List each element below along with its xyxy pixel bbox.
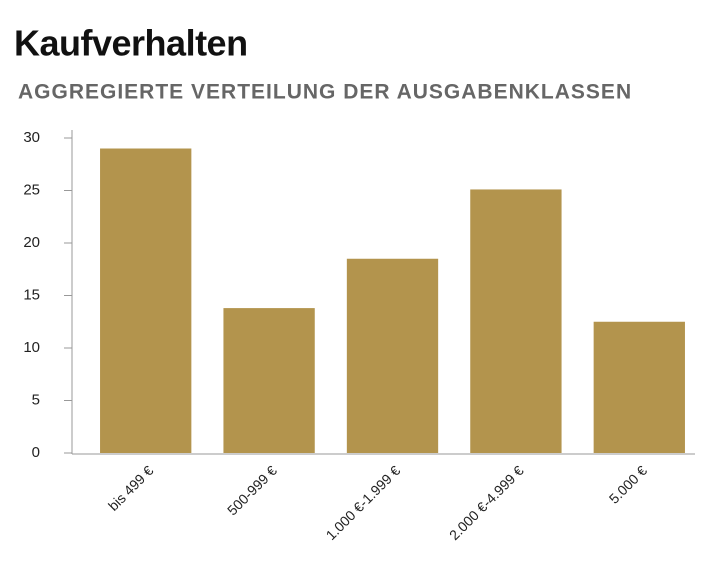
x-tick-label: 2.000 €-4.999 € xyxy=(446,462,527,543)
bar xyxy=(223,308,315,453)
x-tick-label: 5.000 € xyxy=(606,462,650,506)
y-tick-label: 25 xyxy=(23,181,40,198)
x-tick-label: 1.000 €-1.999 € xyxy=(323,462,404,543)
chart-subtitle: AGGREGIERTE VERTEILUNG DER AUSGABENKLASS… xyxy=(18,81,632,104)
bar xyxy=(100,148,192,453)
y-tick-label: 30 xyxy=(23,129,40,146)
y-tick-label: 20 xyxy=(23,234,40,251)
bar xyxy=(470,189,562,453)
y-tick-label: 5 xyxy=(32,391,40,408)
x-tick-label: 500-999 € xyxy=(224,462,280,518)
chart-title: Kaufverhalten xyxy=(14,23,248,64)
x-tick-label: bis 499 € xyxy=(105,462,157,514)
bar xyxy=(346,258,439,453)
y-tick-label: 15 xyxy=(23,286,40,303)
bar xyxy=(593,321,685,453)
y-tick-label: 10 xyxy=(23,339,40,356)
y-tick-label: 0 xyxy=(32,444,40,461)
